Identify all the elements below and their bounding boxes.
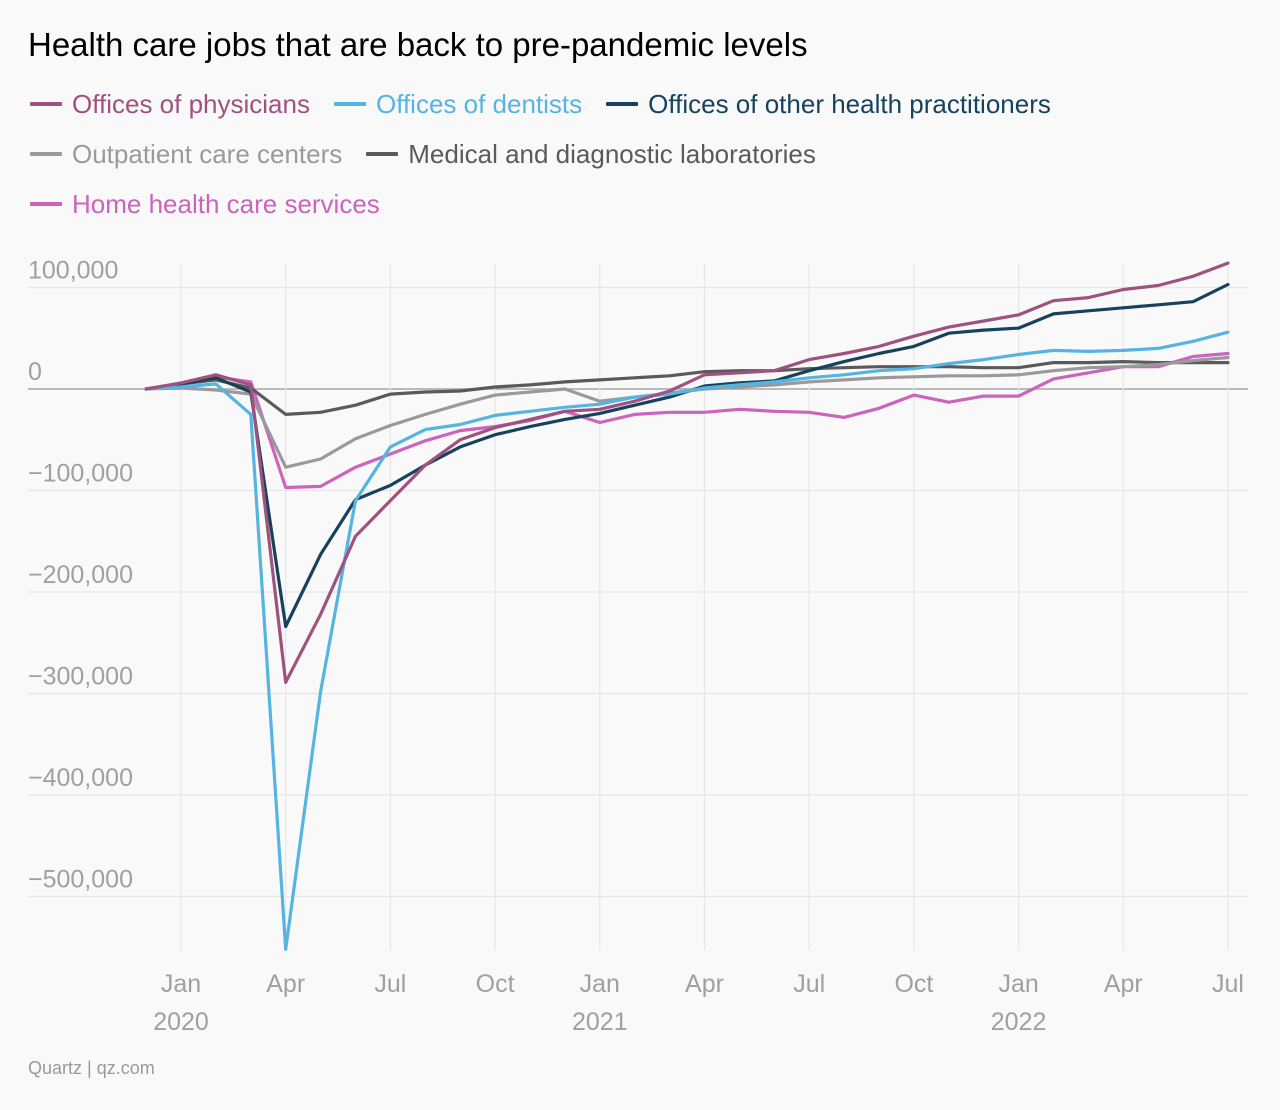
legend-swatch	[30, 152, 62, 156]
legend-swatch	[30, 102, 62, 106]
legend-swatch	[606, 102, 639, 106]
legend-row-1: Offices of physicians Offices of dentist…	[30, 84, 1075, 124]
legend-item-home-health: Home health care services	[30, 189, 380, 220]
series-line-offices-of-physicians	[144, 261, 1230, 684]
legend-swatch	[333, 102, 366, 106]
x-tick-label: Jan	[580, 970, 620, 998]
series-line-medical-and-diagnostic-laboratories	[144, 360, 1230, 416]
y-tick-label: −200,000	[28, 561, 133, 589]
x-tick-label: Jul	[793, 970, 825, 998]
legend-label: Home health care services	[72, 188, 380, 219]
legend-label: Offices of dentists	[375, 88, 583, 119]
series-line-home-health-care-services	[144, 351, 1230, 490]
legend-item-outpatient: Outpatient care centers	[30, 139, 342, 170]
y-tick-label: −300,000	[28, 663, 133, 691]
x-year-label: 2021	[572, 1008, 628, 1036]
legend-label: Medical and diagnostic laboratories	[408, 138, 816, 169]
legend-item-physicians: Offices of physicians	[30, 89, 310, 120]
series-line-offices-of-dentists	[144, 330, 1230, 951]
legend-item-laboratories: Medical and diagnostic laboratories	[366, 139, 816, 170]
x-tick-label: Oct	[476, 970, 515, 998]
x-tick-label: Jan	[161, 970, 201, 998]
legend-label: Outpatient care centers	[72, 138, 343, 169]
legend-swatch	[366, 152, 399, 156]
x-year-label: 2020	[153, 1008, 209, 1036]
source-credit: Quartz | qz.com	[28, 1058, 155, 1078]
x-tick-label: Jul	[1212, 970, 1244, 998]
chart-title: Health care jobs that are back to pre-pa…	[28, 26, 808, 63]
legend-swatch	[30, 202, 62, 206]
y-tick-label: 100,000	[28, 257, 118, 285]
x-tick-label: Jan	[998, 970, 1038, 998]
x-tick-label: Apr	[1104, 970, 1143, 998]
x-tick-label: Jul	[374, 970, 406, 998]
x-tick-label: Apr	[685, 970, 724, 998]
legend-label: Offices of other health practitioners	[648, 88, 1051, 119]
legend-item-dentists: Offices of dentists	[333, 88, 583, 120]
y-tick-label: −500,000	[28, 866, 133, 894]
x-tick-label: Apr	[266, 970, 305, 998]
legend-row-3: Home health care services	[30, 184, 404, 224]
legend-label: Offices of physicians	[72, 88, 310, 119]
y-tick-label: −400,000	[28, 764, 133, 792]
legend-item-other-practitioners: Offices of other health practitioners	[606, 89, 1051, 120]
series-line-offices-of-other-health-practitioners	[144, 282, 1230, 629]
legend-row-2: Outpatient care centers Medical and diag…	[30, 134, 840, 174]
y-tick-label: −100,000	[28, 460, 133, 488]
x-tick-label: Oct	[894, 970, 933, 998]
y-tick-label: 0	[28, 358, 42, 386]
x-year-label: 2022	[991, 1008, 1047, 1036]
